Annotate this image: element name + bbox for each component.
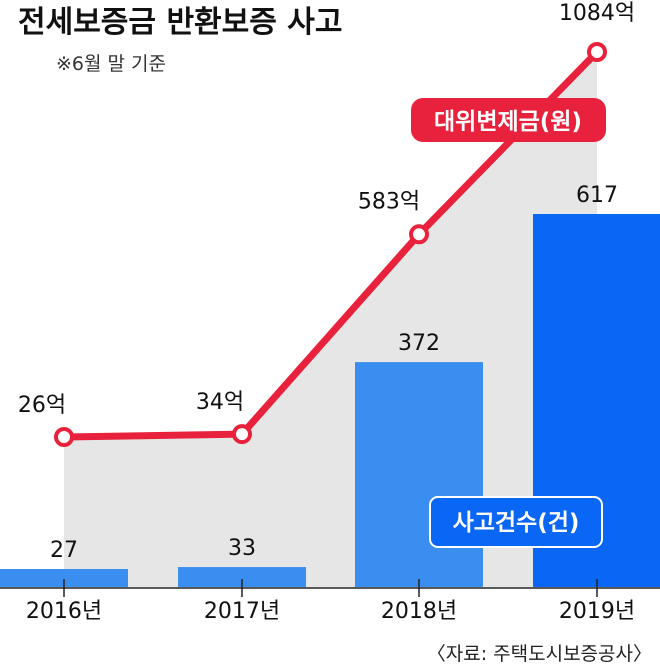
line-point <box>54 427 74 447</box>
bar-value-label: 27 <box>50 538 78 563</box>
x-tick-label: 2019년 <box>559 599 635 624</box>
line-value-label: 583억 <box>358 189 420 214</box>
legend-bar: 사고건수(건) <box>429 496 603 548</box>
line-series <box>63 49 600 441</box>
legend-bar-label: 사고건수(건) <box>453 510 580 536</box>
line-value-label: 1084억 <box>559 1 635 26</box>
legend-line-box <box>411 98 606 142</box>
line-value-label: 26억 <box>18 393 66 418</box>
line-points-group <box>54 42 607 447</box>
legend-line: 대위변제금(원) <box>411 98 606 142</box>
line-label-group: 26억 34억 583억 1084억 <box>18 1 635 418</box>
line-value-label: 34억 <box>196 390 244 415</box>
line-point <box>232 424 252 445</box>
bar-value-label: 372 <box>398 331 440 356</box>
x-tick-label: 2018년 <box>381 599 457 624</box>
bar <box>0 569 128 587</box>
chart-title: 전세보증금 반환보증 사고 <box>18 5 343 40</box>
line-point <box>587 42 607 62</box>
bar <box>355 362 483 587</box>
bar <box>178 567 306 587</box>
chart-subtitle: ※6월 말 기준 <box>56 53 166 75</box>
bar-label-group: 27 33 372 617 <box>50 183 618 563</box>
legend-line-label: 대위변제금(원) <box>434 109 582 135</box>
bar-value-label: 617 <box>576 183 618 208</box>
legend-bar-box <box>429 496 603 548</box>
line-point <box>409 224 429 245</box>
x-tick-label: 2016년 <box>26 599 102 624</box>
x-tick-label: 2017년 <box>204 599 280 624</box>
x-tick-group: 2016년 2017년 2018년 2019년 <box>26 579 635 624</box>
source-note: 〈자료: 주택도시보증공사〉 <box>427 643 652 665</box>
bar-value-label: 33 <box>228 536 256 561</box>
